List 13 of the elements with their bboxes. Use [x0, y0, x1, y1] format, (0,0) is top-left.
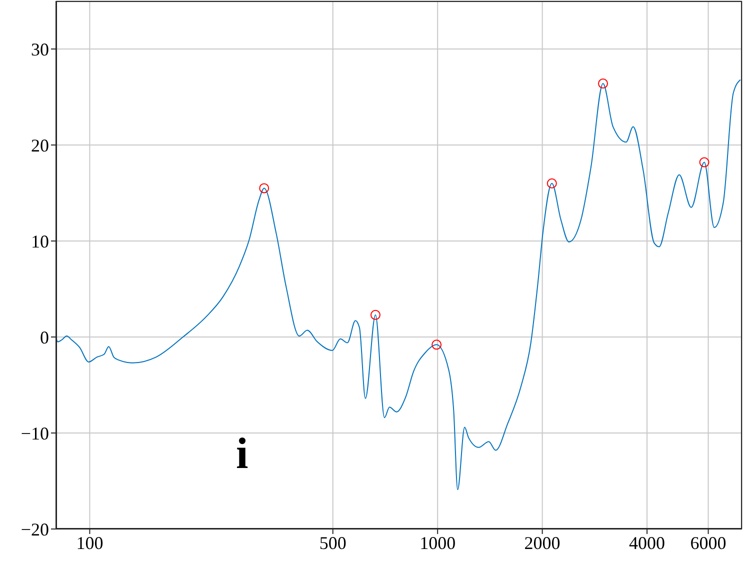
x-tick-label: 1000: [420, 532, 456, 553]
y-tick-label: 0: [40, 327, 49, 348]
y-tick-label: −20: [20, 519, 49, 540]
x-tick-label: 2000: [524, 532, 560, 553]
y-tick-label: 20: [31, 135, 49, 156]
y-tick-label: −10: [20, 423, 49, 444]
x-tick-label: 100: [76, 532, 104, 553]
annotation: i: [236, 429, 248, 478]
y-tick-label: 30: [31, 39, 49, 60]
x-tick-label: 6000: [690, 532, 726, 553]
x-tick-label: 500: [319, 532, 346, 553]
x-tick-label: 4000: [629, 532, 666, 553]
y-tick-label: 10: [31, 231, 49, 252]
